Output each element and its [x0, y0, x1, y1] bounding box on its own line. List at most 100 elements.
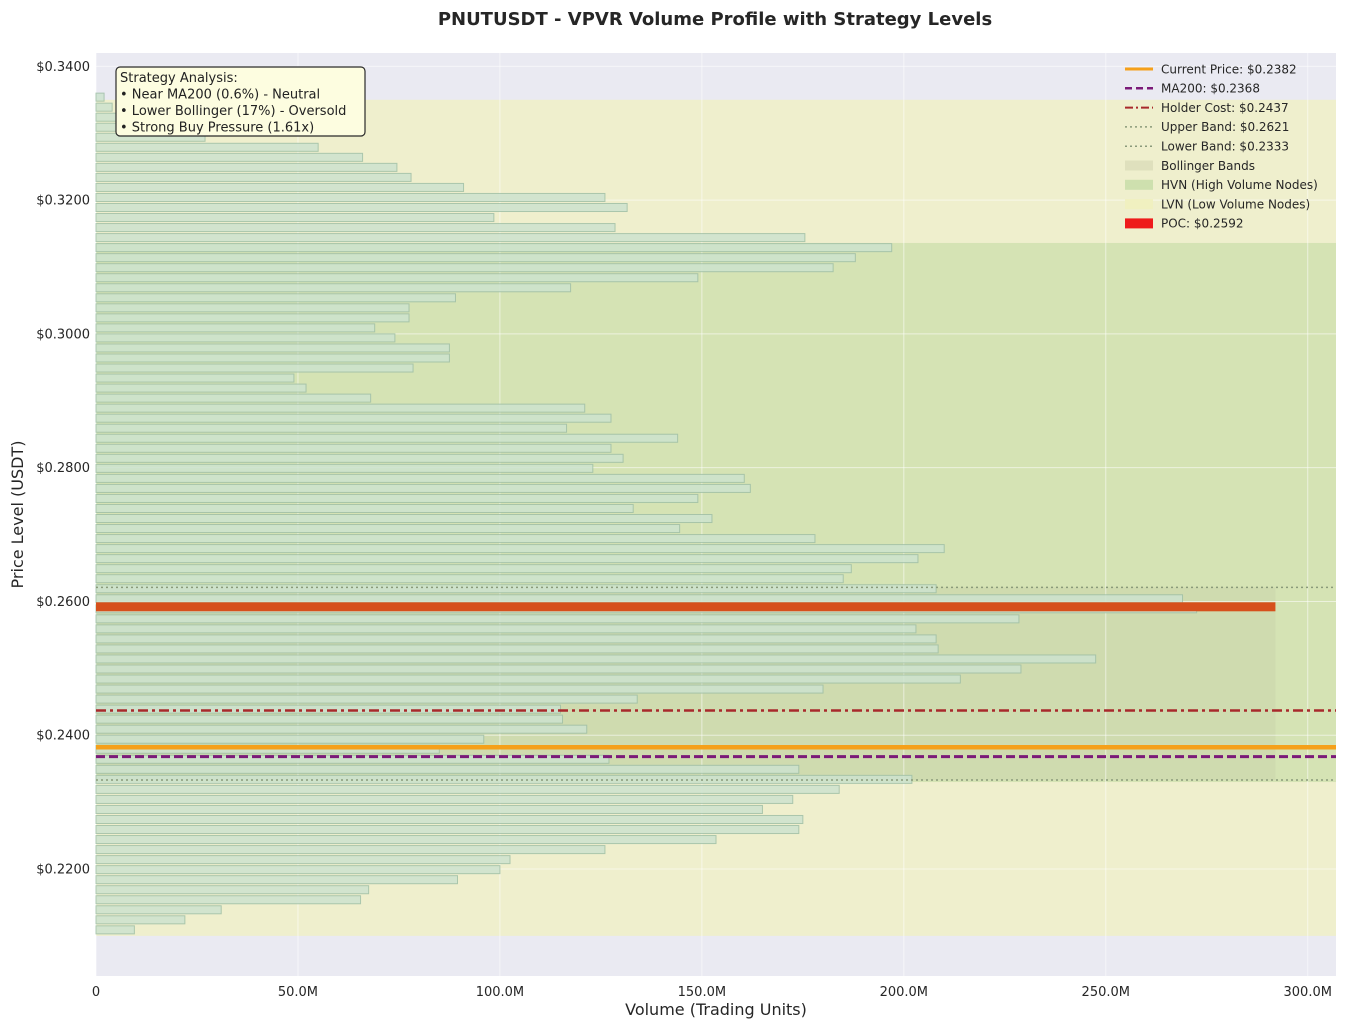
volume-bar [95, 293, 456, 303]
volume-bar [95, 634, 937, 644]
legend-label: Upper Band: $0.2621 [1161, 120, 1289, 134]
volume-bar [95, 473, 745, 483]
volume-bar [95, 192, 606, 202]
legend-item: MA200: $0.2368 [1125, 82, 1260, 96]
y-tick-label: $0.2800 [36, 461, 90, 476]
annotation-line: • Near MA200 (0.6%) - Neutral [120, 88, 320, 103]
volume-bar [95, 363, 414, 373]
volume-bar [95, 694, 638, 704]
volume-bar [95, 202, 628, 213]
volume-bar [95, 674, 961, 684]
legend-swatch-patch [1125, 160, 1153, 171]
y-tick-label: $0.2400 [36, 729, 90, 744]
x-axis-ticks: 0 50.0M 100.0M 150.0M 200.0M 250.0M 300.0M [92, 985, 1332, 1000]
legend: Current Price: $0.2382 MA200: $0.2368 Hold… [1125, 62, 1318, 231]
volume-bar [95, 774, 913, 784]
volume-bar [95, 433, 679, 443]
y-tick-label: $0.2200 [36, 862, 90, 877]
volume-bar [95, 764, 800, 774]
volume-bar [95, 152, 364, 162]
volume-bar [95, 814, 804, 825]
legend-label: MA200: $0.2368 [1161, 82, 1260, 96]
volume-bar [95, 343, 450, 353]
volume-bar [95, 514, 713, 524]
volume-bar [95, 704, 561, 714]
legend-label: LVN (Low Volume Nodes) [1161, 197, 1310, 211]
volume-bar [95, 794, 794, 804]
legend-label: Bollinger Bands [1161, 159, 1255, 173]
y-tick-label: $0.3400 [36, 60, 90, 75]
volume-bar [95, 614, 1020, 624]
x-tick-label: 300.0M [1284, 985, 1332, 1000]
y-tick-label: $0.3200 [36, 194, 90, 209]
bars-layer [95, 92, 1198, 935]
volume-bar [95, 263, 834, 273]
legend-label: POC: $0.2592 [1161, 217, 1244, 231]
volume-bar [95, 554, 919, 564]
volume-bar [95, 915, 186, 925]
volume-bar [95, 142, 319, 152]
volume-bar [95, 223, 616, 233]
levels-layer [96, 586, 1336, 781]
x-tick-label: 200.0M [880, 985, 928, 1000]
strategy-annotation-box: Strategy Analysis: • Near MA200 (0.6%) - … [115, 66, 366, 137]
x-tick-label: 100.0M [476, 985, 524, 1000]
volume-bar [95, 684, 824, 694]
volume-bar [95, 905, 222, 915]
volume-bar [95, 383, 307, 393]
volume-bar [95, 453, 624, 463]
legend-label: Holder Cost: $0.2437 [1161, 101, 1289, 115]
annotation-line: Strategy Analysis: [120, 71, 238, 86]
volume-bar [95, 273, 699, 283]
volume-bar [95, 664, 1022, 674]
legend-item: Holder Cost: $0.2437 [1125, 101, 1289, 115]
volume-bar [95, 594, 1184, 604]
volume-bar [95, 493, 699, 503]
annotation-frame [115, 66, 366, 137]
volume-bar [95, 644, 939, 654]
volume-bar [95, 213, 495, 223]
y-tick-label: $0.3000 [36, 327, 90, 342]
volume-bar [95, 724, 588, 734]
volume-bar [95, 172, 412, 182]
legend-item: Current Price: $0.2382 [1125, 62, 1297, 76]
volume-bar [95, 865, 501, 875]
volume-bar [95, 524, 681, 534]
legend-swatch-patch [1125, 199, 1153, 210]
volume-bar [95, 855, 511, 865]
volume-bar [95, 413, 612, 423]
volume-bar [95, 574, 844, 584]
volume-bar [95, 564, 852, 574]
volume-bar [95, 353, 450, 363]
volume-bar [95, 714, 564, 724]
volume-bar [95, 734, 485, 744]
volume-bar [95, 885, 370, 895]
x-tick-label: 150.0M [678, 985, 726, 1000]
chart-title: PNUTUSDT - VPVR Volume Profile with Stra… [438, 9, 992, 30]
volume-bar [95, 895, 362, 905]
volume-bar [95, 544, 945, 554]
volume-bar [95, 845, 606, 855]
volume-bar [95, 162, 398, 172]
x-tick-label: 50.0M [278, 985, 318, 1000]
volume-bar [95, 233, 806, 243]
volume-bar [95, 323, 376, 333]
volume-bar [95, 835, 717, 845]
y-axis-ticks: $0.2200 $0.2400 $0.2600 $0.2800 $0.3000 $0.32… [36, 60, 90, 878]
volume-bar [95, 804, 763, 814]
volume-bar [95, 403, 586, 413]
volume-bar [95, 333, 396, 343]
x-tick-label: 0 [92, 985, 100, 1000]
legend-item: POC: $0.2592 [1125, 217, 1244, 231]
y-tick-label: $0.2600 [36, 595, 90, 610]
volume-bar [95, 243, 893, 253]
volume-bar [95, 584, 937, 594]
volume-bar [95, 303, 410, 313]
volume-bar [95, 313, 410, 323]
legend-swatch-patch [1125, 179, 1153, 190]
volume-bar [95, 825, 800, 835]
volume-bar [95, 443, 612, 453]
volume-bar [95, 875, 458, 885]
volume-bar [95, 784, 840, 794]
